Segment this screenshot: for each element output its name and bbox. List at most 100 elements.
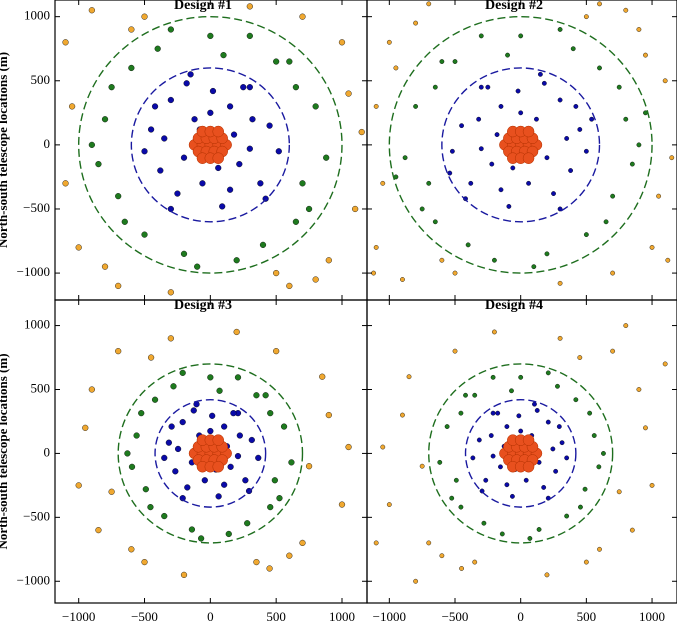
point	[583, 559, 589, 565]
point	[573, 397, 579, 403]
point	[154, 45, 161, 52]
point	[373, 104, 379, 109]
point	[400, 412, 405, 418]
point	[142, 486, 149, 493]
point	[165, 439, 172, 446]
point	[459, 566, 464, 571]
point	[128, 463, 136, 470]
point	[504, 482, 510, 488]
point	[498, 464, 503, 470]
point	[636, 27, 642, 32]
point	[557, 97, 563, 103]
point	[345, 443, 352, 451]
point	[174, 190, 181, 197]
point	[419, 206, 425, 212]
point	[88, 7, 95, 14]
point	[187, 71, 194, 78]
point	[305, 463, 313, 470]
point	[459, 123, 464, 129]
point	[413, 578, 419, 584]
point	[191, 116, 198, 123]
point	[246, 3, 253, 10]
point	[522, 152, 535, 164]
dashed-circle	[154, 399, 267, 508]
point	[299, 539, 306, 547]
panel	[75, 328, 352, 578]
point	[544, 572, 550, 578]
point	[133, 432, 140, 439]
point	[253, 392, 260, 399]
point	[266, 565, 273, 572]
point	[338, 39, 346, 46]
point	[499, 531, 505, 537]
y-tick-label: −500	[23, 508, 50, 523]
point	[589, 116, 595, 122]
point	[373, 245, 379, 250]
point	[167, 335, 174, 342]
point	[402, 155, 408, 161]
point	[338, 501, 346, 508]
point	[591, 433, 597, 438]
point	[161, 454, 168, 461]
point	[380, 444, 386, 450]
point	[526, 180, 531, 186]
dashed-circle	[77, 15, 343, 274]
point	[299, 13, 306, 20]
point	[534, 116, 539, 122]
point	[597, 65, 602, 71]
point	[490, 374, 496, 380]
point	[128, 26, 135, 33]
point	[556, 424, 562, 429]
point	[172, 468, 179, 475]
point	[623, 116, 629, 122]
point	[148, 126, 155, 133]
point	[288, 459, 295, 466]
point	[483, 477, 489, 483]
point	[577, 127, 583, 132]
panel-title: Design #1	[174, 0, 232, 13]
point	[629, 161, 635, 167]
point	[276, 495, 283, 502]
point	[262, 195, 269, 202]
point	[510, 165, 516, 171]
point	[292, 84, 300, 91]
point	[286, 282, 293, 289]
point	[234, 374, 242, 381]
point	[280, 423, 288, 430]
panel	[62, 3, 365, 296]
point	[432, 84, 438, 90]
dashed-circle	[441, 67, 601, 223]
point	[240, 84, 247, 91]
point	[386, 502, 392, 507]
point	[465, 242, 471, 248]
point	[578, 504, 583, 510]
point	[649, 482, 655, 488]
point	[212, 460, 224, 473]
x-tick-label: 0	[207, 609, 214, 624]
x-tick-label: 1000	[639, 609, 665, 624]
point	[180, 571, 188, 578]
point	[518, 33, 524, 39]
point	[148, 354, 155, 361]
point	[582, 486, 588, 492]
point	[179, 369, 186, 376]
point	[233, 328, 240, 336]
point	[516, 413, 522, 419]
point	[643, 425, 648, 431]
point	[636, 142, 642, 148]
point	[220, 52, 227, 59]
point	[393, 65, 399, 71]
point	[253, 558, 260, 566]
point	[564, 513, 570, 519]
point	[168, 423, 175, 430]
point	[69, 103, 76, 110]
point	[413, 20, 419, 26]
panel-title: Design #4	[485, 298, 543, 313]
point	[183, 80, 190, 87]
point	[188, 526, 196, 533]
point	[485, 84, 491, 90]
point	[478, 33, 484, 39]
point	[490, 410, 496, 416]
point	[449, 495, 455, 501]
point	[629, 527, 635, 533]
